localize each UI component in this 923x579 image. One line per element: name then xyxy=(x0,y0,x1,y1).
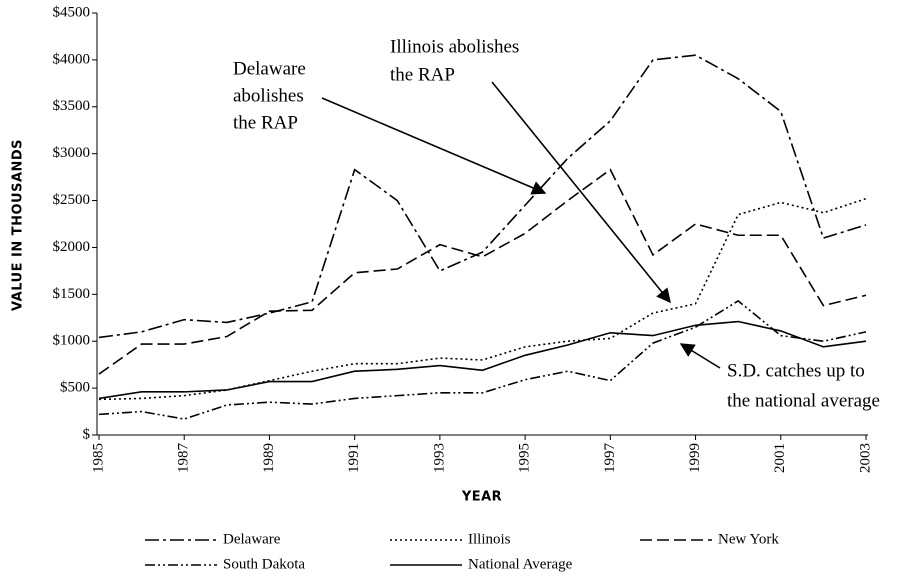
annotation: Delaware abolishes the RAP xyxy=(233,58,547,195)
annotation-text: abolishes xyxy=(233,85,304,106)
annotation-text: S.D. catches up to xyxy=(727,360,865,381)
y-tick-label: $3000 xyxy=(53,145,91,161)
y-tick-label: $ xyxy=(83,426,91,442)
x-axis-title: YEAR xyxy=(461,490,502,505)
y-axis-title: VALUE IN THOUSANDS xyxy=(11,139,26,311)
x-tick-label: 1997 xyxy=(602,443,618,474)
y-tick-label: $500 xyxy=(60,380,90,396)
annotation: S.D. catches up to the national average xyxy=(679,343,880,411)
y-tick-label: $1000 xyxy=(53,333,91,349)
y-tick-label: $1500 xyxy=(53,286,91,302)
annotation-text: the national average xyxy=(727,390,880,411)
annotation: Illinois abolishes the RAP xyxy=(390,36,671,304)
series-line xyxy=(98,320,867,400)
x-tick-label: 2001 xyxy=(772,443,788,473)
legend-label: South Dakota xyxy=(223,556,305,572)
x-tick-label: 1985 xyxy=(90,443,106,473)
x-tick-label: 1995 xyxy=(517,443,533,473)
x-tick-label: 1987 xyxy=(176,443,192,474)
y-tick-label: $4500 xyxy=(53,4,91,20)
legend-label: Illinois xyxy=(468,531,511,547)
legend-entry: South Dakota xyxy=(145,556,305,572)
x-tick-label: 2003 xyxy=(857,443,873,473)
series-line xyxy=(98,299,867,420)
annotation-arrow xyxy=(321,97,547,195)
legend-entry: Delaware xyxy=(145,531,281,547)
y-tick-label: $2000 xyxy=(53,239,91,255)
legend-entry: Illinois xyxy=(390,531,511,547)
x-tick-label: 1991 xyxy=(346,443,362,473)
series-line xyxy=(98,54,867,339)
annotation-text: the RAP xyxy=(390,64,455,85)
y-tick-label: $3500 xyxy=(53,98,91,114)
annotation-text: Delaware xyxy=(233,58,306,79)
legend-label: National Average xyxy=(468,556,573,572)
legend-label: New York xyxy=(718,531,779,547)
annotation-arrow xyxy=(491,81,671,304)
series-line xyxy=(98,168,867,375)
annotation-text: Illinois abolishes xyxy=(390,36,519,57)
legend-label: Delaware xyxy=(223,531,281,547)
y-tick-label: $4000 xyxy=(53,51,91,67)
x-tick-label: 1989 xyxy=(261,443,277,473)
x-tick-label: 1999 xyxy=(687,443,703,473)
y-tick-label: $2500 xyxy=(53,192,91,208)
legend-entry: New York xyxy=(640,531,779,547)
annotation-text: the RAP xyxy=(233,112,298,133)
annotation-arrow xyxy=(679,343,721,369)
x-tick-label: 1993 xyxy=(431,443,447,473)
legend-entry: National Average xyxy=(390,556,573,572)
